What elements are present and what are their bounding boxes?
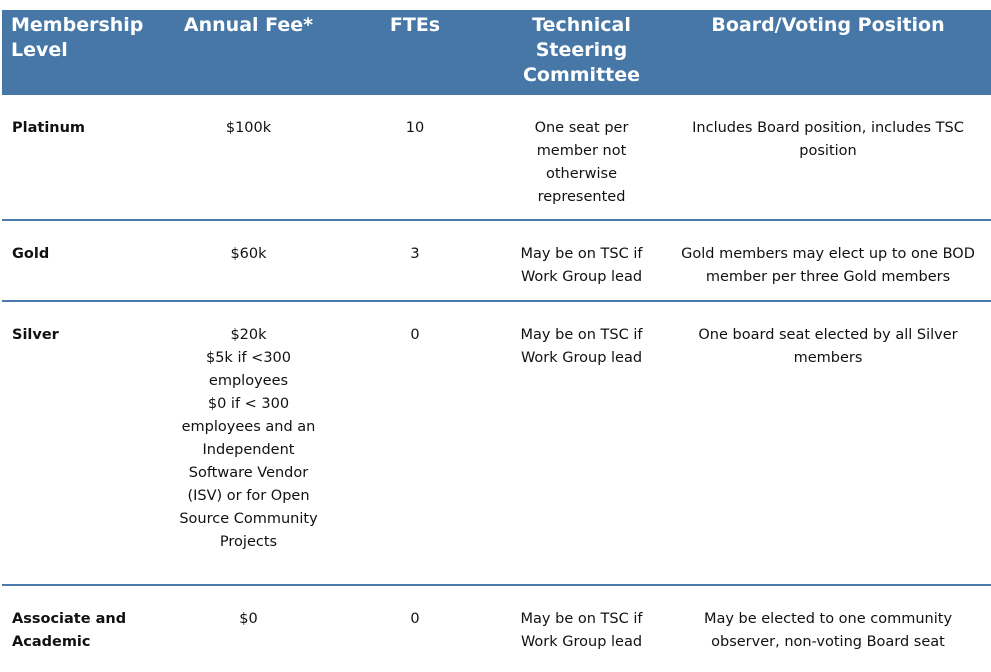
fee-cell: $60k [165, 220, 332, 302]
tsc-cell: May be on TSC if Work Group lead [498, 220, 665, 302]
fee-line: $5k if <300 employees [205, 350, 292, 389]
header-annual-fee: Annual Fee* [165, 10, 332, 95]
fee-line: $60k [230, 246, 267, 262]
header-ftes: FTEs [332, 10, 498, 95]
header-board: Board/Voting Position [665, 10, 991, 95]
table-row-silver: Silver $20k $5k if <300 employees $0 if … [2, 301, 991, 586]
fee-cell: $100k [165, 95, 332, 221]
level-cell: Associate and Academic [12, 611, 127, 650]
fee-line: $100k [225, 120, 272, 136]
header-tsc: Technical Steering Committee [498, 10, 665, 95]
fee-line: $20k [230, 327, 267, 343]
tsc-cell: May be on TSC if Work Group lead [520, 611, 643, 650]
table-row-platinum: Platinum $100k 10 One seat per member no… [2, 95, 991, 221]
table-row-associate: Associate and Academic $0 0 May be on TS… [2, 585, 991, 670]
board-cell: Includes Board position, includes TSC po… [665, 95, 991, 221]
board-cell: Gold members may elect up to one BOD mem… [665, 220, 991, 302]
ftes-cell: 3 [332, 220, 498, 302]
level-cell: Silver [2, 301, 165, 586]
level-cell: Gold [2, 220, 165, 302]
table-row-gold: Gold $60k 3 May be on TSC if Work Group … [2, 220, 991, 302]
tsc-cell: One seat per member not otherwise repres… [498, 95, 665, 221]
header-membership-level: Membership Level [2, 10, 165, 95]
ftes-cell: 0 [410, 611, 420, 627]
tsc-cell: May be on TSC if Work Group lead [498, 301, 665, 586]
fee-cell: $0 [165, 585, 332, 670]
fee-cell: $20k $5k if <300 employees $0 if < 300 e… [165, 301, 332, 586]
board-cell: One board seat elected by all Silver mem… [665, 301, 991, 586]
fee-line: $0 if < 300 employees and an Independent… [179, 396, 318, 550]
membership-table: Membership Level Annual Fee* FTEs Techni… [2, 10, 991, 670]
level-cell: Platinum [2, 95, 165, 221]
ftes-cell: 0 [332, 301, 498, 586]
ftes-cell: 10 [332, 95, 498, 221]
fee-line: $0 [239, 611, 258, 627]
board-cell: May be elected to one community observer… [703, 611, 953, 650]
header-row: Membership Level Annual Fee* FTEs Techni… [2, 10, 991, 95]
